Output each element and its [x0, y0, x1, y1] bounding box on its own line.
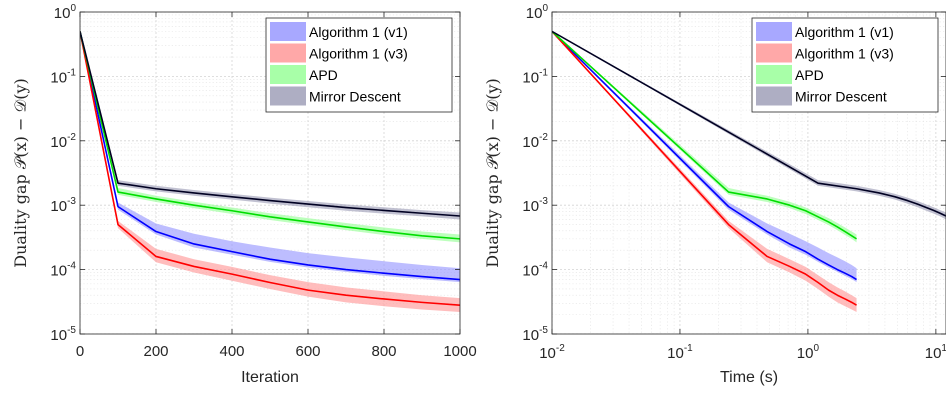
x-tick-label: 600 — [295, 343, 320, 360]
legend-label-2: APD — [309, 67, 338, 83]
legend-swatch-2 — [270, 65, 306, 84]
x-tick-label: 0 — [76, 343, 84, 360]
legend-label-0: Algorithm 1 (v1) — [309, 24, 408, 40]
legend-swatch-1 — [756, 43, 792, 63]
legend-swatch-3 — [756, 86, 792, 106]
x-tick-label: 400 — [219, 343, 244, 360]
legend-swatch-1 — [270, 43, 306, 63]
x-tick-label: 100 — [797, 343, 820, 362]
y-tick-label: 10-4 — [522, 261, 548, 280]
y-tick-label: 10-4 — [50, 261, 76, 280]
series-line-2 — [80, 31, 460, 240]
x-tick-label: 10-1 — [667, 343, 693, 362]
legend-label-3: Mirror Descent — [795, 89, 887, 105]
y-tick-label: 10-1 — [50, 67, 76, 86]
y-tick-label: 10-2 — [50, 132, 76, 151]
y-tick-label: 10-5 — [50, 325, 76, 344]
series-layer — [552, 30, 946, 312]
legend: Algorithm 1 (v1) Algorithm 1 (v3) APD Mirro… — [265, 17, 453, 113]
x-axis-label: Time (s) — [720, 369, 778, 386]
axes-box — [79, 11, 461, 335]
x-tick-label: 800 — [371, 343, 396, 360]
series-band-1 — [552, 31, 857, 312]
grid — [552, 12, 946, 334]
y-tick-label: 10-2 — [522, 132, 548, 151]
series-line-3 — [552, 30, 946, 217]
y-tick-label: 10-3 — [50, 196, 76, 215]
legend-swatch-3 — [270, 86, 306, 106]
y-axis-label: Duality gap 𝒫(x) − 𝒟(y) — [483, 78, 502, 267]
legend-label-3: Mirror Descent — [309, 89, 401, 105]
legend-label-2: APD — [795, 67, 824, 83]
y-axis-label: Duality gap 𝒫(x) − 𝒟(y) — [11, 78, 30, 267]
series-line-0 — [552, 30, 857, 281]
legend-label-0: Algorithm 1 (v1) — [795, 24, 894, 40]
x-tick-label: 200 — [143, 343, 168, 360]
legend-swatch-0 — [270, 22, 306, 41]
legend-label-1: Algorithm 1 (v3) — [309, 46, 408, 62]
axes-box — [551, 11, 946, 335]
y-tick-label: 10-5 — [522, 325, 548, 344]
legend: Algorithm 1 (v1) Algorithm 1 (v3) APD Mirro… — [751, 17, 939, 113]
series-band-0 — [552, 31, 857, 283]
legend-swatch-0 — [756, 22, 792, 41]
series-line-2 — [552, 30, 857, 240]
series-line-0 — [80, 31, 460, 281]
series-line-1 — [80, 31, 460, 306]
series-line-3 — [80, 31, 460, 217]
y-tick-label: 10-1 — [522, 67, 548, 86]
series-line-1 — [552, 30, 857, 306]
x-axis-label: Iteration — [241, 369, 299, 386]
series-layer — [80, 31, 460, 312]
y-tick-label: 100 — [526, 3, 549, 22]
y-tick-label: 10-3 — [522, 196, 548, 215]
left-chart: 100 10-1 10-2 10-3 10-4 10-50 200 400 600 800 1000… — [11, 3, 477, 386]
x-tick-label: 10-2 — [539, 343, 565, 362]
x-tick-label: 1000 — [443, 343, 476, 360]
y-tick-label: 100 — [54, 3, 77, 22]
legend-swatch-2 — [756, 65, 792, 84]
legend-label-1: Algorithm 1 (v3) — [795, 46, 894, 62]
x-tick-label: 101 — [925, 343, 946, 362]
